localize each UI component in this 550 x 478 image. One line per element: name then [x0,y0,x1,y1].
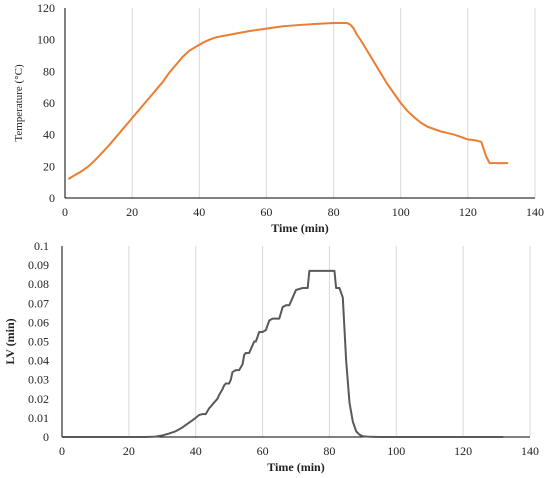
y-tick-label: 0 [43,430,49,444]
x-tick-label: 120 [459,205,477,219]
y-tick-label: 0.1 [34,239,49,253]
x-tick-label: 40 [193,205,205,219]
y-tick-label: 40 [43,128,55,142]
x-tick-label: 20 [123,444,135,458]
series-line [62,269,504,438]
y-tick-label: 0.05 [28,335,49,349]
y-tick-label: 0 [49,191,55,205]
y-tick-label: 0.09 [28,258,49,272]
x-axis-label: Time (min) [267,460,324,474]
x-tick-label: 60 [257,444,269,458]
x-tick-label: 0 [59,444,65,458]
x-tick-label: 100 [392,205,410,219]
x-tick-label: 20 [126,205,138,219]
x-tick-label: 0 [62,205,68,219]
y-tick-label: 60 [43,96,55,110]
y-tick-label: 0.04 [28,354,49,368]
x-tick-label: 80 [328,205,340,219]
y-tick-label: 0.06 [28,315,49,329]
y-tick-label: 0.08 [28,277,49,291]
y-tick-label: 80 [43,64,55,78]
x-tick-label: 60 [260,205,272,219]
lv-chart: 0 20 40 60 80 100 120 140 0 0.01 0.02 0.03 0.04 0.05 0… [3,239,539,474]
y-tick-label: 0.07 [28,296,49,310]
y-tick-label: 0.02 [28,392,49,406]
x-tick-label: 40 [190,444,202,458]
y-tick-label: 20 [43,159,55,173]
x-tick-label: 140 [521,444,539,458]
y-axis-label: LV (min) [3,318,17,364]
y-tick-label: 0.01 [28,411,49,425]
x-axis-label: Time (min) [271,221,328,235]
y-axis-label: Temperature (°C) [13,64,25,142]
y-tick-label: 120 [37,1,55,15]
y-tick-label: 0.03 [28,373,49,387]
x-tick-label: 140 [526,205,544,219]
x-tick-label: 100 [387,444,405,458]
temperature-chart: 0 20 40 60 80 100 120 140 0 20 40 60 80 100 120 Time (m… [13,1,544,235]
x-tick-label: 80 [323,444,335,458]
y-tick-label: 100 [37,33,55,47]
x-tick-label: 120 [454,444,472,458]
series-line [67,22,509,180]
